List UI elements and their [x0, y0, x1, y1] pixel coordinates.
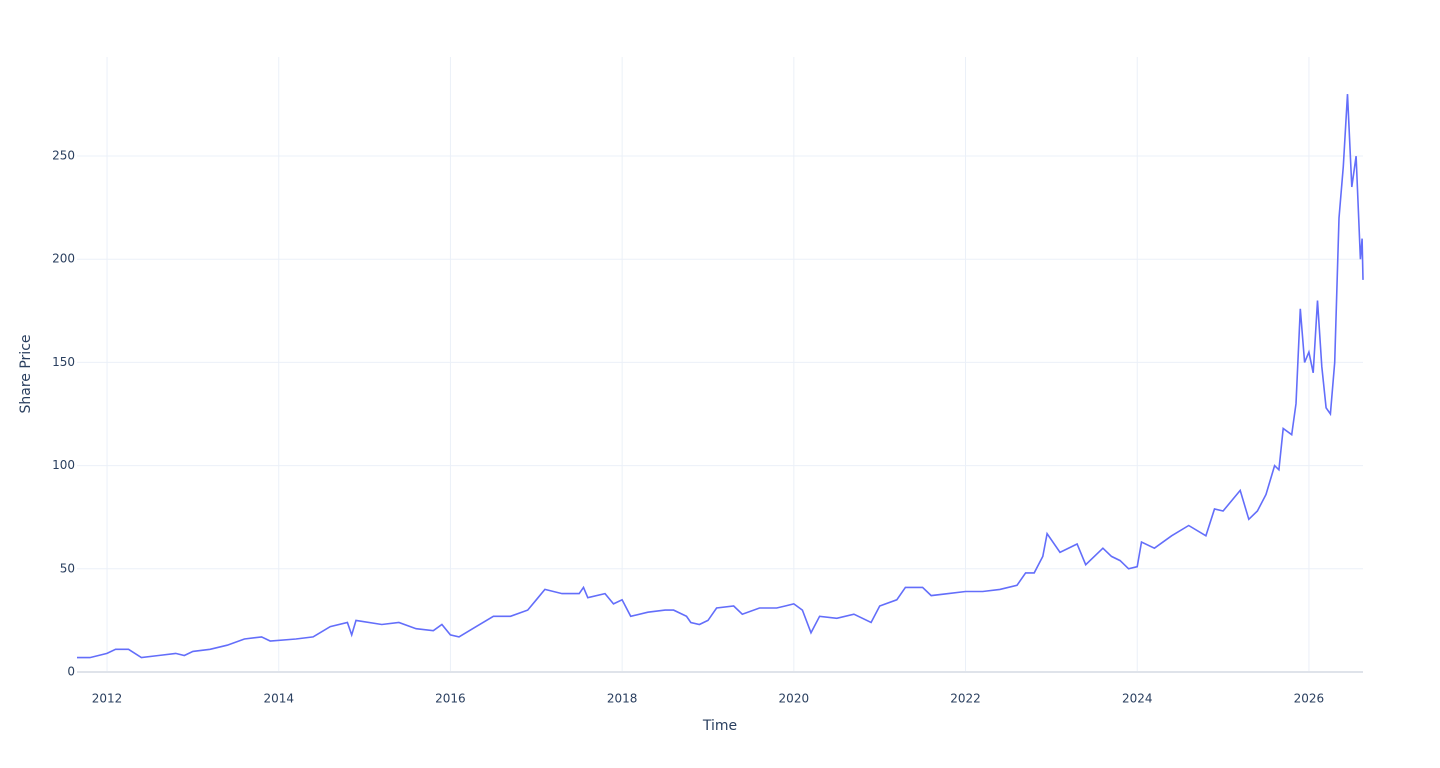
x-tick-label: 2016: [435, 692, 466, 706]
x-axis-title: Time: [702, 718, 737, 734]
x-tick-label: 2018: [607, 692, 638, 706]
y-tick-label: 250: [52, 149, 75, 163]
y-axis-title: Share Price: [18, 334, 34, 413]
x-tick-label: 2022: [950, 692, 981, 706]
x-tick-label: 2020: [779, 692, 810, 706]
x-tick-label: 2014: [263, 692, 294, 706]
y-tick-label: 200: [52, 252, 75, 266]
x-tick-label: 2024: [1122, 692, 1153, 706]
y-tick-label: 50: [60, 561, 75, 575]
y-tick-label: 0: [67, 665, 75, 679]
line: [77, 94, 1364, 659]
y-tick-label: 150: [52, 355, 75, 369]
y-tick-label: 100: [52, 458, 75, 472]
x-tick-label: 2012: [92, 692, 123, 706]
x-tick-label: 2026: [1294, 692, 1325, 706]
